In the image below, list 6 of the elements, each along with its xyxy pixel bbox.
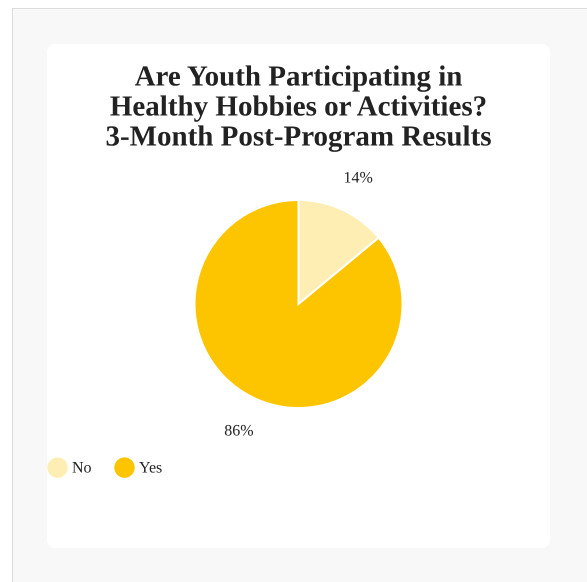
legend-label: Yes [139, 460, 162, 477]
chart-title: Are Youth Participating in Healthy Hobbies or Activities? 3-Month Post-Program Results [105, 60, 492, 152]
pie-slice [194, 199, 404, 409]
legend-label: No [72, 460, 92, 477]
data-label: 14% [343, 169, 373, 186]
data-label: 86% [224, 422, 254, 440]
